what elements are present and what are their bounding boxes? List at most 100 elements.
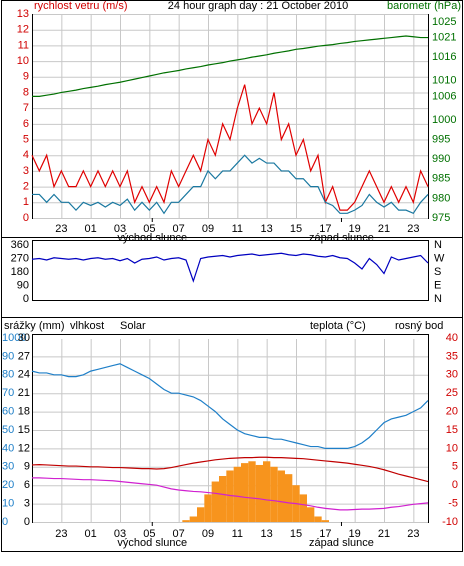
y2-tick-label: -5 (448, 498, 458, 510)
annotation: východ slunce (117, 537, 187, 549)
y2-tick-label: 30 (446, 369, 458, 381)
x-tick-label: 13 (261, 528, 273, 540)
legend-entry: Solar (120, 320, 146, 332)
y3-tick-label: 30 (18, 332, 30, 344)
solar-bar (241, 463, 249, 522)
x-tick-label: 05 (143, 528, 155, 540)
y2-tick-label: 20 (446, 406, 458, 418)
x-tick-label: 09 (202, 528, 214, 540)
x-tick-label: 17 (319, 223, 331, 235)
solar-bar (197, 507, 205, 522)
legend-entry: vlhkost (70, 320, 104, 332)
y2-tick-label: 10 (446, 442, 458, 454)
x-tick-label: 11 (232, 223, 243, 235)
solar-bar (204, 494, 212, 522)
y3-tick-label: 12 (18, 442, 30, 454)
x-tick-label: 21 (378, 528, 390, 540)
y2-tick-label: 5 (452, 461, 458, 473)
y-tick-label: 360 (11, 239, 29, 251)
y-tick-label: 180 (11, 266, 29, 278)
solar-bar (226, 470, 234, 522)
y-tick-label: 0 (23, 293, 29, 305)
x-tick-label: 03 (114, 223, 126, 235)
y3-tick-label: 18 (18, 406, 30, 418)
y2-tick-label: -10 (442, 516, 458, 528)
x-tick-label: 03 (114, 528, 126, 540)
solar-bar (182, 520, 190, 522)
y-tick-label: 270 (11, 252, 29, 264)
y-tick-label: 30 (2, 461, 14, 473)
y2-tick-label: 0 (452, 479, 458, 491)
x-tick-label: 01 (85, 223, 97, 235)
y2-tick-label: 1006 (432, 90, 456, 102)
y2-tick-label: 990 (432, 153, 450, 165)
y2-tick-label: N (434, 293, 442, 305)
x-tick-label: 13 (261, 223, 273, 235)
y-tick-label: 0 (23, 212, 29, 224)
y2-tick-label: 25 (446, 387, 458, 399)
legend-entry: teplota (°C) (310, 320, 366, 332)
y3-axis-title: srážky (mm) (4, 320, 65, 332)
x-tick-label: 23 (407, 223, 419, 235)
y-axis-title: rychlost vetru (m/s) (34, 0, 128, 12)
y2-tick-label: N (434, 239, 442, 251)
y-tick-label: 6 (23, 118, 29, 130)
y2-tick-label: 15 (446, 424, 458, 436)
y2-tick-label: 35 (446, 350, 458, 362)
y3-tick-label: 27 (18, 350, 30, 362)
y-tick-label: 3 (23, 165, 29, 177)
y-tick-label: 90 (2, 350, 14, 362)
y3-tick-label: 0 (24, 516, 30, 528)
y-tick-label: 9 (23, 71, 29, 83)
y-tick-label: 70 (2, 387, 14, 399)
x-tick-label: 23 (55, 528, 67, 540)
y-tick-label: 1 (23, 196, 29, 208)
y3-tick-label: 15 (18, 424, 30, 436)
y-tick-label: 10 (17, 55, 29, 67)
x-tick-label: 09 (202, 223, 214, 235)
y-tick-label: 4 (23, 149, 29, 161)
solar-bar (321, 520, 329, 522)
y2-tick-label: 975 (432, 212, 450, 224)
solar-bar (307, 507, 315, 522)
plot-area (32, 14, 429, 219)
y-tick-label: 8 (23, 86, 29, 98)
solar-bar (248, 461, 256, 522)
solar-bar (314, 516, 322, 522)
series-line (32, 477, 429, 511)
x-tick-label: 07 (173, 528, 185, 540)
x-tick-label: 05 (143, 223, 155, 235)
solar-bar (285, 474, 293, 522)
series-line (31, 252, 429, 283)
x-tick-label: 15 (290, 528, 302, 540)
y2-tick-label: 995 (432, 133, 450, 145)
x-tick-label: 23 (55, 223, 67, 235)
y2-tick-label: W (434, 252, 445, 264)
x-tick-label: 19 (349, 223, 361, 235)
y2-tick-label: 1000 (432, 114, 456, 126)
plot-area (32, 240, 429, 301)
legend-entry: rosný bod (395, 320, 443, 332)
solar-bar (277, 470, 285, 522)
y2-tick-label: 985 (432, 173, 450, 185)
x-tick-label: 21 (378, 223, 390, 235)
y2-tick-label: 1025 (432, 16, 456, 28)
x-tick-label: 07 (173, 223, 185, 235)
panel-frame (1, 317, 463, 552)
solar-bar (211, 481, 219, 522)
y-tick-label: 60 (2, 406, 14, 418)
y-tick-label: 50 (2, 424, 14, 436)
y3-tick-label: 21 (18, 387, 30, 399)
y-tick-label: 12 (17, 24, 29, 36)
y-tick-label: 0 (2, 516, 8, 528)
x-tick-label: 17 (319, 528, 331, 540)
series-line (31, 84, 429, 211)
y-tick-label: 20 (2, 479, 14, 491)
y3-tick-label: 3 (24, 498, 30, 510)
y2-tick-label: E (434, 279, 441, 291)
x-tick-label: 23 (407, 528, 419, 540)
y-tick-label: 13 (17, 8, 29, 20)
solar-bar (255, 464, 263, 522)
y3-tick-label: 6 (24, 479, 30, 491)
